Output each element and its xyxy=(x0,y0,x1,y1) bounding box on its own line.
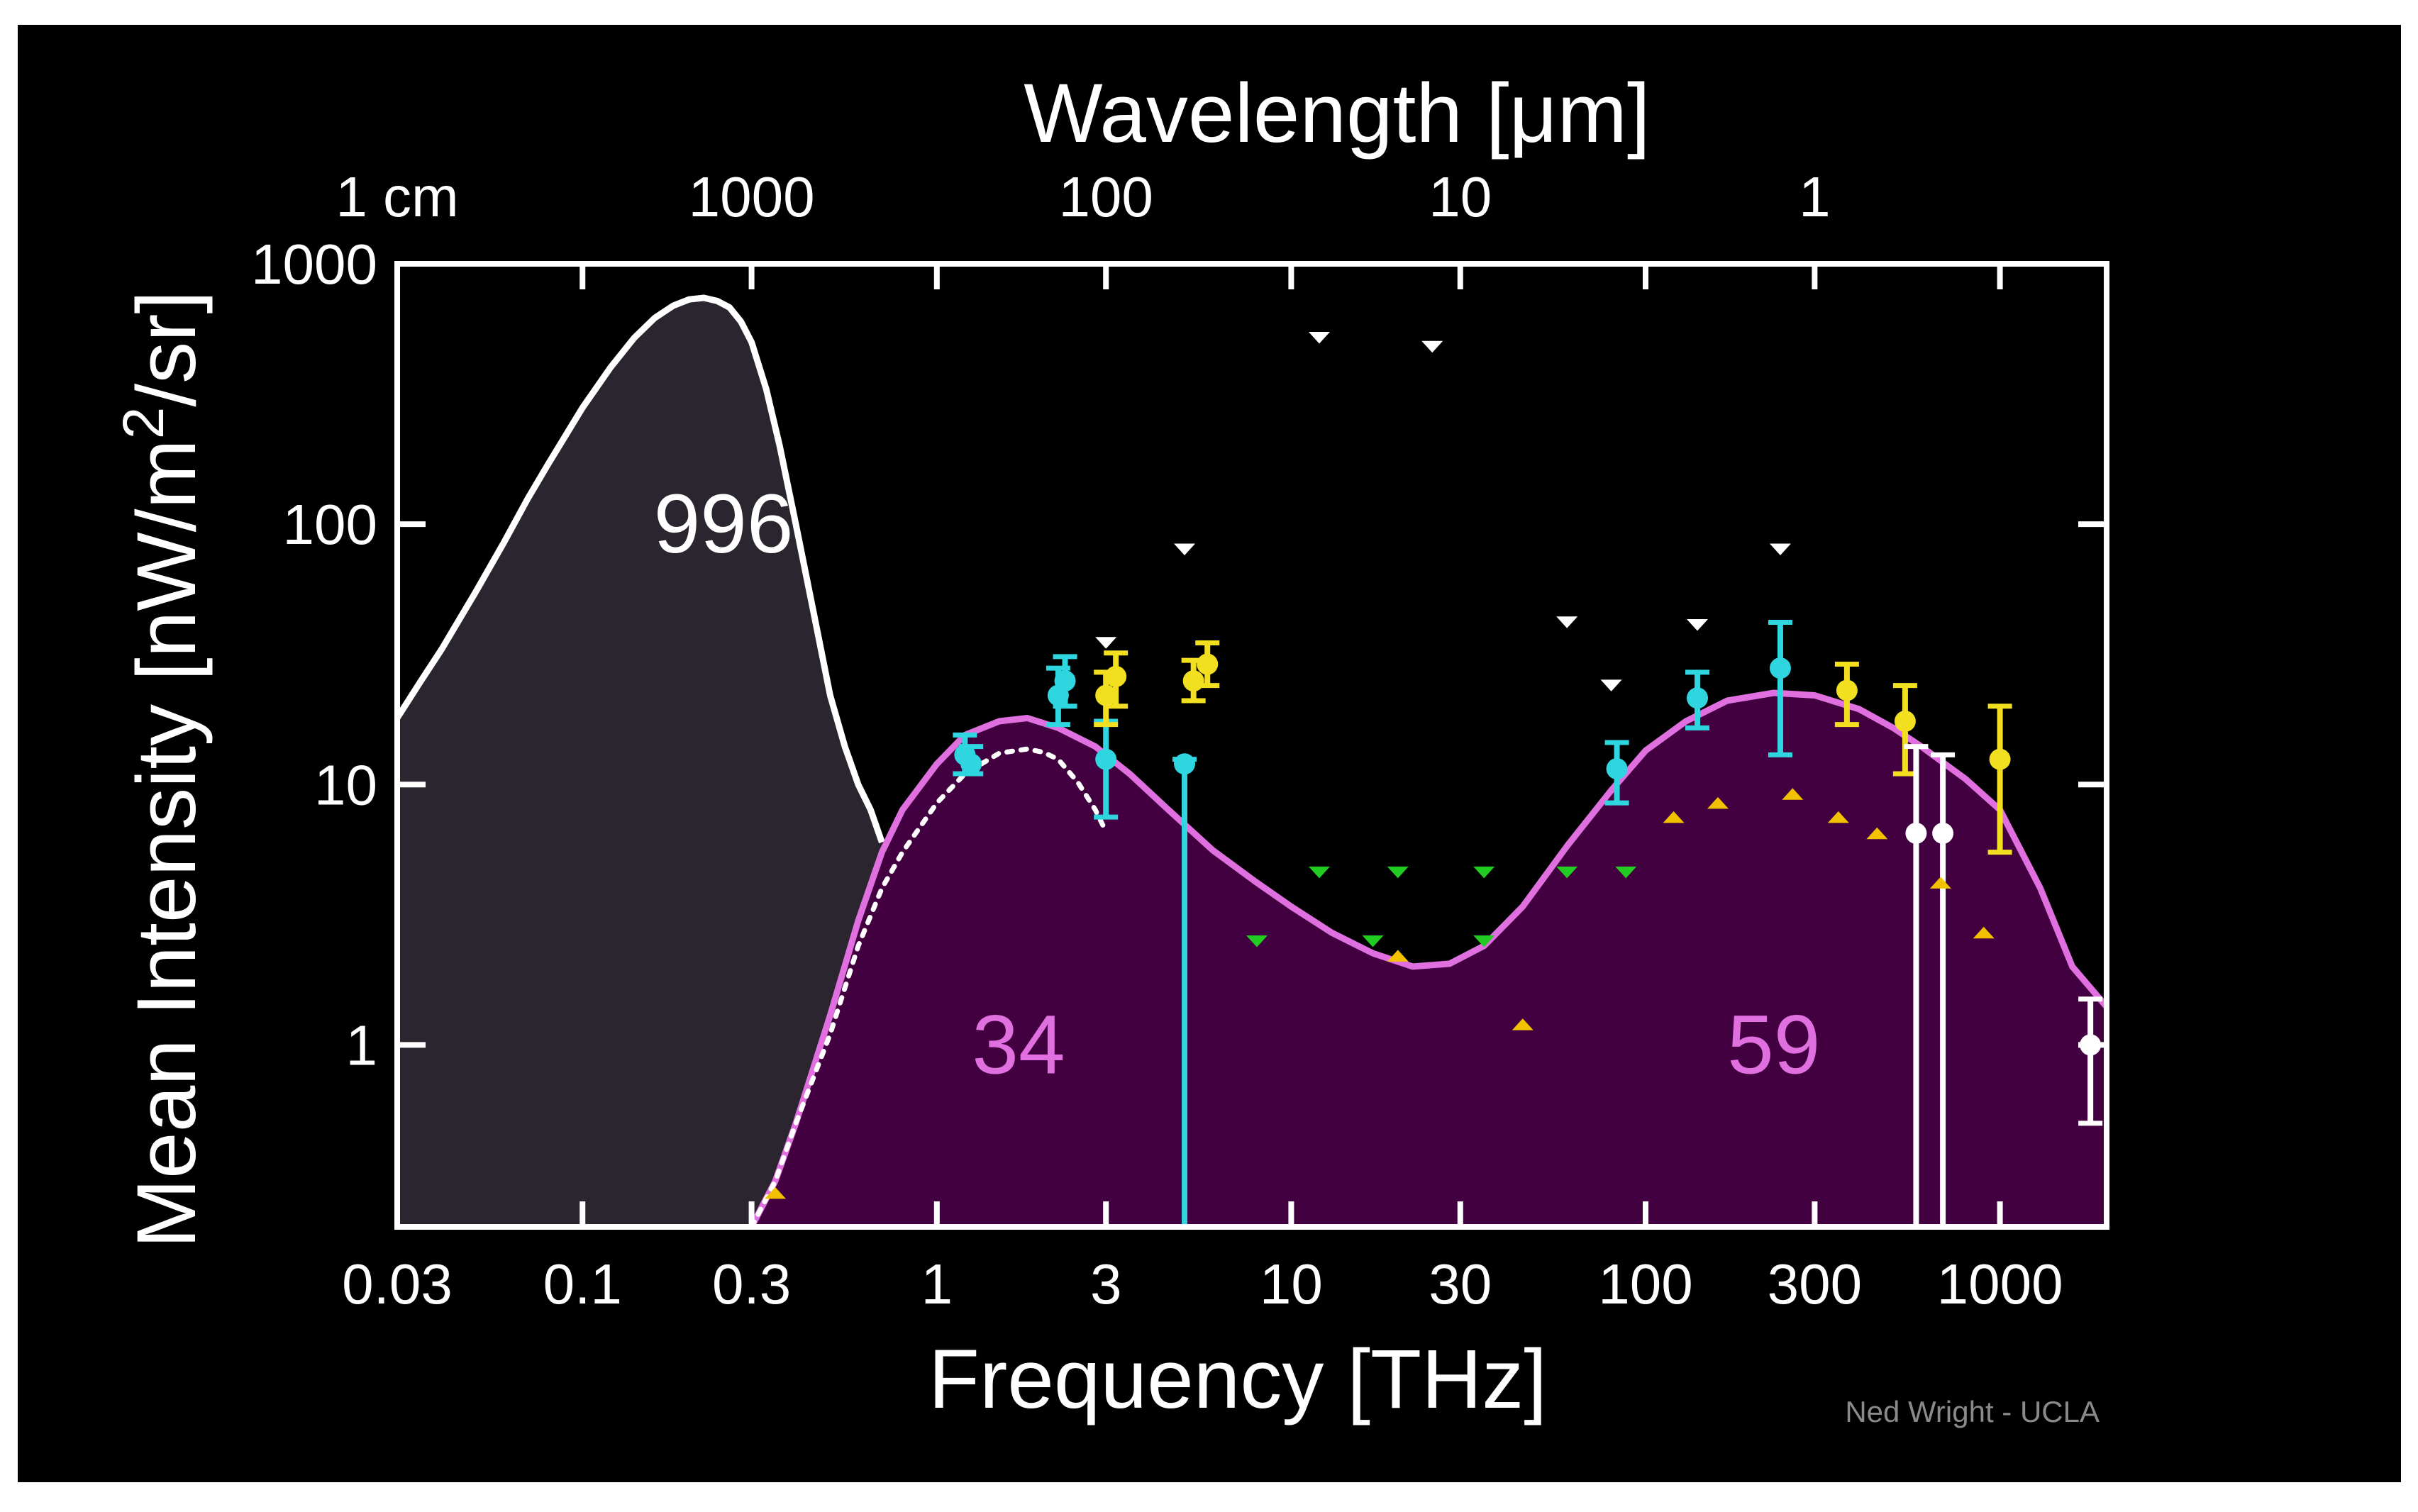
data-point-4 xyxy=(1094,718,1119,820)
data-point-marker xyxy=(960,753,982,775)
x2-tick-label-4: 1 xyxy=(1799,165,1831,228)
data-point-16 xyxy=(1904,744,1929,1227)
data-point-marker xyxy=(1174,753,1196,775)
data-point-marker xyxy=(1894,711,1916,733)
limit-marker-8 xyxy=(1308,866,1330,879)
annotation-cib-far-ir-total: 34 xyxy=(972,998,1065,1091)
x2-tick-label-1: 1000 xyxy=(689,165,815,228)
limit-marker-4 xyxy=(1556,616,1578,628)
data-point-14 xyxy=(1892,683,1917,777)
data-point-marker xyxy=(1932,822,1954,844)
plot-frame xyxy=(394,261,2109,1230)
data-point-marker xyxy=(1769,657,1791,679)
series-0-fill xyxy=(397,298,882,1227)
limit-marker-5 xyxy=(1600,679,1622,691)
y-tick-label-1: 10 xyxy=(314,753,377,816)
data-point-marker xyxy=(1182,670,1204,692)
data-point-7 xyxy=(1685,669,1710,730)
y-axis-title: Mean Intensity [nW/m2/sr] xyxy=(111,291,214,1249)
limit-marker-2 xyxy=(1174,543,1196,555)
y-tick-label-0: 1 xyxy=(346,1013,378,1077)
data-point-marker xyxy=(1905,822,1927,844)
data-point-marker xyxy=(1197,653,1219,675)
limit-marker-24 xyxy=(1929,877,1951,889)
series-0-line xyxy=(397,294,885,844)
x2-tick-label-3: 10 xyxy=(1429,165,1492,228)
x2-tick-label-2: 100 xyxy=(1058,165,1153,228)
data-point-marker xyxy=(1095,748,1117,770)
annotation-cib-optical-total: 59 xyxy=(1727,998,1820,1091)
x-tick-label-4: 3 xyxy=(1090,1252,1122,1316)
data-point-15 xyxy=(1987,704,2012,855)
data-point-marker xyxy=(1836,679,1858,701)
data-point-marker xyxy=(1095,684,1117,706)
limit-marker-15 xyxy=(1473,935,1495,947)
data-point-marker xyxy=(1989,748,2011,770)
data-point-13 xyxy=(1834,661,1859,728)
x-tick-label-5: 10 xyxy=(1260,1252,1323,1316)
data-point-10 xyxy=(1104,650,1128,709)
limit-marker-6 xyxy=(1687,619,1709,631)
data-point-marker xyxy=(1687,687,1709,709)
x2-axis-title: Wavelength [μm] xyxy=(1024,67,1650,160)
series-1-fill xyxy=(751,693,2107,1227)
limit-marker-16 xyxy=(765,1186,787,1199)
y-tick-label-2: 100 xyxy=(283,493,377,556)
x-tick-label-1: 0.1 xyxy=(543,1252,622,1316)
data-point-3 xyxy=(1053,654,1077,709)
y-axis-title-sup: 2 xyxy=(111,407,176,440)
limit-marker-12 xyxy=(1615,866,1637,879)
x-tick-label-3: 1 xyxy=(921,1252,953,1316)
x-tick-label-2: 0.3 xyxy=(712,1252,791,1316)
limit-marker-25 xyxy=(1973,926,1995,939)
data-point-marker xyxy=(1054,670,1076,692)
limit-marker-11 xyxy=(1556,866,1578,879)
y-axis-title-main: Mean Intensity [nW/m xyxy=(120,439,213,1248)
limit-marker-7 xyxy=(1769,543,1791,555)
x-tick-label-0: 0.03 xyxy=(342,1252,453,1316)
limit-marker-9 xyxy=(1387,866,1409,879)
y-axis-title-tail: /sr] xyxy=(120,291,213,407)
limit-marker-13 xyxy=(1246,935,1268,947)
data-point-marker xyxy=(1105,665,1127,687)
limit-marker-0 xyxy=(1308,332,1330,344)
data-point-8 xyxy=(1768,619,1792,757)
credit-text: Ned Wright - UCLA xyxy=(1845,1395,2100,1428)
annotation-cmb-total: 996 xyxy=(654,477,794,571)
x-axis-title: Frequency [THz] xyxy=(928,1333,1547,1426)
limit-marker-23 xyxy=(1866,827,1888,840)
limit-marker-20 xyxy=(1707,796,1729,809)
y-tick-label-3: 1000 xyxy=(251,233,377,296)
limit-marker-10 xyxy=(1473,866,1495,879)
series-2-dotted-line xyxy=(749,746,1109,1227)
limit-marker-19 xyxy=(1663,811,1685,823)
limit-marker-3 xyxy=(1095,637,1117,649)
x-tick-label-9: 1000 xyxy=(1937,1252,2063,1316)
data-point-1 xyxy=(959,744,984,777)
limit-marker-22 xyxy=(1827,811,1849,823)
limit-marker-17 xyxy=(1387,950,1409,962)
data-point-marker xyxy=(1606,757,1628,779)
x-tick-label-7: 100 xyxy=(1598,1252,1692,1316)
limit-marker-21 xyxy=(1782,788,1804,800)
x-tick-label-6: 30 xyxy=(1429,1252,1492,1316)
limit-marker-18 xyxy=(1512,1018,1534,1030)
data-point-5 xyxy=(1172,753,1197,1227)
limit-marker-1 xyxy=(1421,340,1443,353)
limit-marker-14 xyxy=(1362,935,1384,947)
data-point-6 xyxy=(1604,740,1629,806)
x-tick-label-8: 300 xyxy=(1768,1252,1862,1316)
x2-tick-label-0: 1 cm xyxy=(335,165,458,228)
data-point-12 xyxy=(1195,640,1220,689)
data-point-17 xyxy=(1931,752,1956,1227)
